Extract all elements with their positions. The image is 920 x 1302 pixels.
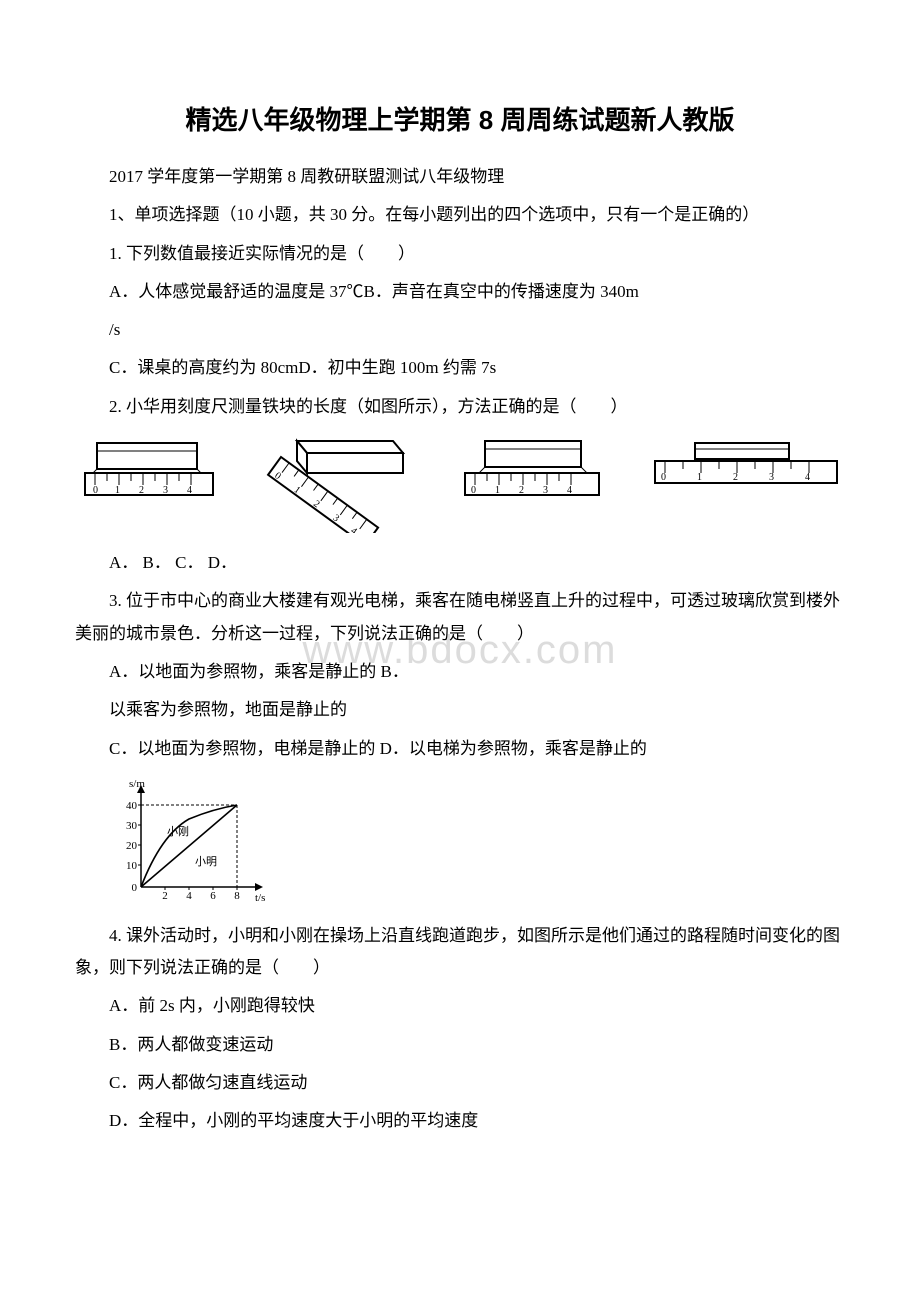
intro-line: 2017 学年度第一学期第 8 周教研联盟测试八年级物理 [75,161,845,193]
ruler-diagram-a: 0 1 2 3 4 [79,437,219,533]
q4-optD: D．全程中，小刚的平均速度大于小明的平均速度 [75,1105,845,1137]
svg-text:20: 20 [126,840,138,852]
svg-text:0: 0 [132,882,138,894]
svg-text:4: 4 [187,485,192,496]
svg-text:0: 0 [661,472,666,483]
svg-text:40: 40 [126,800,138,812]
svg-text:30: 30 [126,820,138,832]
chart-x-label: t/s [255,892,265,904]
q2-stem: 2. 小华用刻度尺测量铁块的长度（如图所示），方法正确的是（ ） [75,391,845,423]
section-heading: 1、单项选择题（10 小题，共 30 分。在每小题列出的四个选项中，只有一个是正… [75,199,845,231]
ruler-diagrams-row: 0 1 2 3 4 [75,437,845,533]
svg-text:4: 4 [805,472,810,483]
q4-optA: A．前 2s 内，小刚跑得较快 [75,990,845,1022]
q1-optA-cont: /s [75,314,845,346]
svg-text:2: 2 [519,485,524,496]
svg-text:6: 6 [210,890,216,902]
q3-optA: A．以地面为参照物，乘客是静止的 B． [75,656,845,688]
svg-text:1: 1 [115,485,120,496]
q2-choices: A． B． C． D． [75,547,845,579]
distance-time-chart: s/m 0 10 20 30 40 [107,775,845,910]
svg-text:3: 3 [769,472,774,483]
page-title: 精选八年级物理上学期第 8 周周练试题新人教版 [75,100,845,137]
svg-text:3: 3 [163,485,168,496]
series-label-2: 小明 [195,855,217,868]
svg-text:4: 4 [567,485,572,496]
q1-optC: C．课桌的高度约为 80cmD．初中生跑 100m 约需 7s [75,352,845,384]
svg-text:1: 1 [495,485,500,496]
svg-text:0: 0 [93,485,98,496]
q4-optC: C．两人都做匀速直线运动 [75,1067,845,1099]
svg-text:8: 8 [234,890,240,902]
series-label-1: 小刚 [167,825,189,838]
svg-text:1: 1 [697,472,702,483]
svg-text:2: 2 [139,485,144,496]
q1-optA: A．人体感觉最舒适的温度是 37℃B．声音在真空中的传播速度为 340m [75,276,845,308]
chart-y-label: s/m [129,778,145,790]
q3-optC: C．以地面为参照物，电梯是静止的 D．以电梯为参照物，乘客是静止的 [75,733,845,765]
q4-optB: B．两人都做变速运动 [75,1029,845,1061]
svg-text:4: 4 [186,890,192,902]
q1-stem: 1. 下列数值最接近实际情况的是（ ） [75,238,845,270]
svg-text:3: 3 [543,485,548,496]
svg-text:2: 2 [162,890,168,902]
ruler-diagram-c: 0 1 2 3 4 [457,437,607,533]
q3-optA-cont: 以乘客为参照物，地面是静止的 [75,694,845,726]
ruler-diagram-b: 0 1 2 3 4 [263,437,413,533]
q3-stem: 3. 位于市中心的商业大楼建有观光电梯，乘客在随电梯竖直上升的过程中，可透过玻璃… [75,585,845,650]
svg-text:2: 2 [733,472,738,483]
q4-stem: 4. 课外活动时，小明和小刚在操场上沿直线跑道跑步，如图所示是他们通过的路程随时… [75,920,845,985]
svg-text:0: 0 [471,485,476,496]
ruler-diagram-d: 0 1 2 3 4 [651,437,841,533]
svg-text:10: 10 [126,860,138,872]
